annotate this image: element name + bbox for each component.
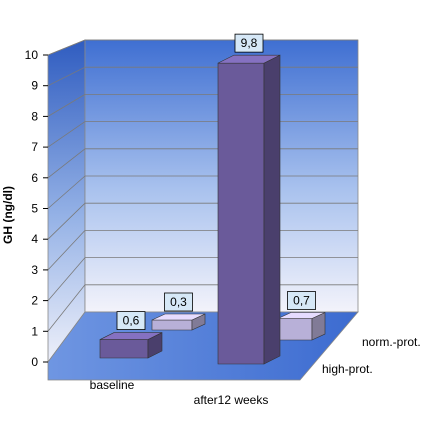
y-tick-label: 4 <box>31 232 38 246</box>
side-wall <box>47 39 86 364</box>
gridline <box>47 66 86 87</box>
bar-top-face <box>151 313 206 321</box>
data-label-box <box>234 33 264 53</box>
bar-front-face <box>277 318 313 341</box>
data-label: 9,8 <box>234 33 264 53</box>
data-labels: 0,3 0,7 0,6 9,8 <box>116 33 316 330</box>
gridline <box>47 121 86 148</box>
y-tick-label: 0 <box>31 355 38 369</box>
gridline <box>47 39 86 56</box>
gridline <box>47 94 86 117</box>
data-label-text: 9,8 <box>241 36 258 50</box>
category-label-baseline: baseline <box>90 378 135 392</box>
data-label-box <box>164 292 193 312</box>
data-label: 0,6 <box>116 311 146 330</box>
bar-front-face <box>151 319 193 331</box>
gridline <box>47 284 86 332</box>
gridline <box>47 175 86 209</box>
data-label-text: 0,3 <box>170 295 187 309</box>
bars <box>99 54 326 365</box>
y-axis-ticks: 0 1 2 3 4 5 6 7 8 9 10 <box>25 48 48 369</box>
bar-norm.-prot.-baseline <box>151 313 206 331</box>
bar-front-face <box>99 339 149 359</box>
bar-top-face <box>217 54 281 64</box>
gridline <box>47 148 86 179</box>
data-label-text: 0,6 <box>123 314 140 328</box>
data-label-box <box>116 311 146 330</box>
bar-high-prot.-after12 weeks <box>217 54 281 365</box>
y-tick-label: 1 <box>31 324 38 338</box>
y-tick-label: 5 <box>31 202 38 216</box>
data-label-box <box>287 291 316 310</box>
bar-norm.-prot.-after12 weeks <box>277 312 326 341</box>
y-tick-label: 7 <box>31 140 38 154</box>
bar-front-face <box>217 62 265 365</box>
y-axis-label: GH (ng/dl) <box>1 186 15 244</box>
gridline <box>47 202 86 240</box>
y-tick-label: 8 <box>31 109 38 123</box>
data-label-text: 0,7 <box>293 294 310 308</box>
y-tick-label: 9 <box>31 79 38 93</box>
data-label: 0,3 <box>164 292 193 312</box>
bar-high-prot.-baseline <box>99 332 163 359</box>
category-label-after12weeks: after12 weeks <box>194 393 269 407</box>
y-tick-label: 6 <box>31 171 38 185</box>
bar-side-face <box>263 54 281 365</box>
y-tick-label: 10 <box>25 48 39 62</box>
y-tick-label: 3 <box>31 263 38 277</box>
gridline <box>47 230 86 271</box>
bar-top-face <box>99 332 163 340</box>
y-tick-label: 2 <box>31 294 38 308</box>
gridline <box>47 257 86 301</box>
series-axis-label-norm-prot: norm.-prot. <box>362 335 421 349</box>
series-axis-label-high-prot: high-prot. <box>322 362 373 376</box>
bar-top-face <box>277 312 326 319</box>
data-label: 0,7 <box>287 291 316 310</box>
